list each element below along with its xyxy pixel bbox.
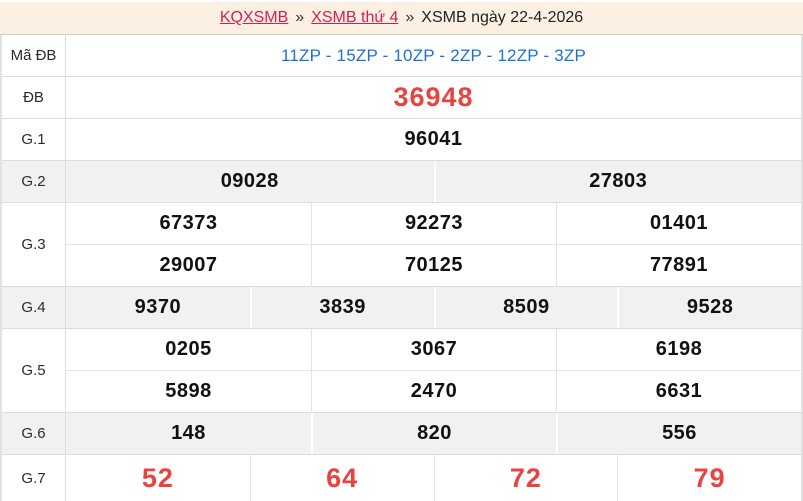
prize-value: 01401 (556, 203, 801, 244)
prize-value: 0205 (165, 338, 212, 360)
prize-row-ma-db: Mã ĐB 11ZP - 15ZP - 10ZP - 2ZP - 12ZP - … (2, 35, 801, 77)
prize-row-db: ĐB 36948 (2, 77, 801, 119)
prize-label: Mã ĐB (2, 35, 66, 76)
prize-value: 9370 (134, 296, 182, 318)
prize-row-g7: G.7 52 64 72 79 (2, 455, 801, 501)
prize-value: 6198 (556, 329, 801, 370)
breadcrumb-link-kqxsmb[interactable]: KQXSMB (219, 9, 289, 26)
prize-value: 92273 (311, 203, 556, 244)
prize-value: 3839 (249, 287, 434, 328)
results-table: Mã ĐB 11ZP - 15ZP - 10ZP - 2ZP - 12ZP - … (0, 35, 803, 501)
prize-value: 820 (311, 413, 556, 454)
breadcrumb-link-xsmb-weekday[interactable]: XSMB thứ 4 (311, 9, 399, 26)
prize-value: 6631 (556, 371, 801, 412)
prize-value: 96041 (404, 128, 463, 150)
prize-label: G.1 (2, 119, 66, 160)
prize-value: 09028 (220, 170, 279, 192)
prize-value: 5898 (165, 380, 212, 402)
prize-row-g5: G.5 0205 3067 6198 5898 2470 6631 (2, 329, 801, 413)
breadcrumb-separator: » (405, 9, 415, 26)
prize-value: 9528 (617, 287, 801, 328)
prize-value: 70125 (311, 245, 556, 286)
prize-row-g6: G.6 148 820 556 (2, 413, 801, 455)
prize-row-g1: G.1 96041 (2, 119, 801, 161)
prize-row-g3: G.3 67373 92273 01401 29007 70125 77891 (2, 203, 801, 287)
prize-row-g2: G.2 09028 27803 (2, 161, 801, 203)
breadcrumb-separator: » (295, 9, 305, 26)
prize-value-special: 52 (141, 462, 174, 493)
prize-value: 67373 (159, 212, 218, 234)
prize-code-value: 11ZP - 15ZP - 10ZP - 2ZP - 12ZP - 3ZP (280, 45, 587, 65)
breadcrumb: KQXSMB » XSMB thứ 4 » XSMB ngày 22-4-202… (0, 0, 803, 35)
prize-label: ĐB (2, 77, 66, 118)
prize-value-special: 64 (249, 455, 434, 501)
breadcrumb-current-date: XSMB ngày 22-4-2026 (421, 9, 584, 26)
prize-value: 27803 (433, 161, 802, 202)
prize-row-g4: G.4 9370 3839 8509 9528 (2, 287, 801, 329)
prize-value-special: 36948 (393, 82, 474, 112)
prize-label: G.2 (2, 161, 66, 202)
prize-value: 3067 (311, 329, 556, 370)
prize-value: 148 (171, 422, 206, 444)
prize-value-special: 79 (617, 455, 801, 501)
prize-value: 8509 (433, 287, 618, 328)
prize-value: 2470 (311, 371, 556, 412)
prize-label: G.7 (2, 455, 66, 501)
prize-value: 29007 (159, 254, 218, 276)
prize-label: G.3 (2, 203, 66, 286)
prize-value: 556 (556, 413, 801, 454)
prize-value-special: 72 (433, 455, 618, 501)
prize-label: G.4 (2, 287, 66, 328)
prize-label: G.6 (2, 413, 66, 454)
prize-value: 77891 (556, 245, 801, 286)
prize-label: G.5 (2, 329, 66, 412)
